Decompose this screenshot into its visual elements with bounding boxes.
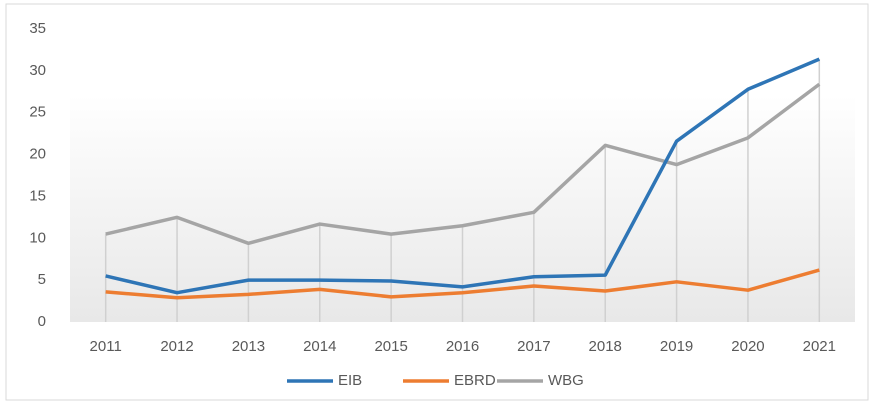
y-tick-label: 10 [29, 229, 46, 246]
legend-label: EBRD [454, 372, 496, 389]
x-tick-label: 2020 [731, 338, 764, 355]
x-tick-label: 2018 [589, 338, 622, 355]
x-tick-label: 2013 [232, 338, 265, 355]
legend-label: WBG [548, 372, 584, 389]
x-tick-label: 2016 [446, 338, 479, 355]
y-tick-label: 15 [29, 187, 46, 204]
series-line [105, 268, 820, 300]
x-tick-label: 2014 [303, 338, 336, 355]
x-tick-label: 2021 [803, 338, 836, 355]
x-tick-label: 2015 [374, 338, 407, 355]
y-tick-label: 0 [38, 313, 46, 330]
y-tick-label: 5 [38, 271, 46, 288]
y-tick-label: 25 [29, 104, 46, 121]
x-tick-label: 2012 [160, 338, 193, 355]
y-tick-label: 20 [29, 146, 46, 163]
x-tick-label: 2011 [90, 338, 122, 355]
series-line [105, 82, 821, 246]
y-tick-label: 35 [29, 20, 46, 37]
chart-frame [5, 3, 869, 401]
y-tick-label: 30 [29, 62, 46, 79]
x-tick-label: 2017 [517, 338, 550, 355]
series-line [105, 57, 820, 295]
x-tick-label: 2019 [660, 338, 693, 355]
legend-label: EIB [338, 372, 362, 389]
